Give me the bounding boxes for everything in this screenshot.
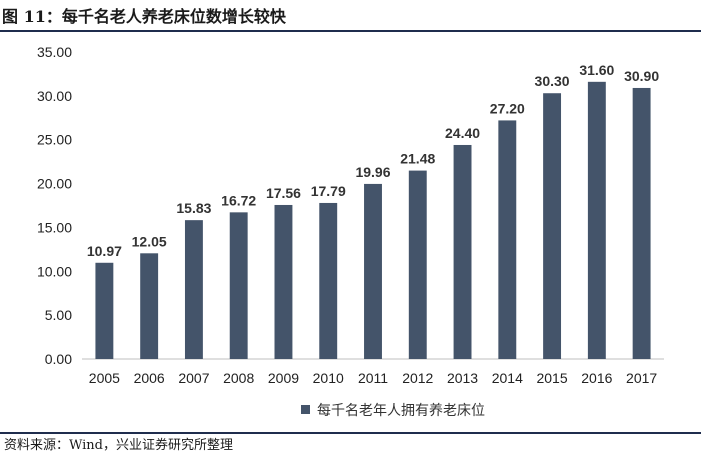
- x-tick-label: 2008: [223, 370, 254, 386]
- bar: [184, 220, 203, 359]
- data-label: 24.40: [445, 125, 480, 141]
- bar: [587, 81, 606, 359]
- bar: [498, 120, 517, 359]
- title-divider: [0, 30, 701, 32]
- data-label: 21.48: [400, 151, 435, 167]
- figure-title: 图 11：每千名老人养老床位数增长较快: [2, 7, 286, 26]
- x-tick-label: 2007: [178, 370, 209, 386]
- bar: [319, 202, 338, 359]
- x-tick-label: 2005: [89, 370, 120, 386]
- x-tick-label: 2010: [313, 370, 344, 386]
- bar: [453, 144, 472, 359]
- x-tick-label: 2016: [581, 370, 612, 386]
- legend-swatch: [301, 405, 310, 414]
- y-tick-label: 30.00: [37, 88, 72, 104]
- bar: [140, 253, 159, 359]
- y-tick-label: 15.00: [37, 219, 72, 235]
- source-note: 资料来源：Wind，兴业证券研究所整理: [4, 438, 233, 453]
- x-tick-label: 2014: [492, 370, 523, 386]
- data-label: 17.79: [311, 183, 346, 199]
- data-label: 30.30: [535, 73, 570, 89]
- data-label: 16.72: [221, 192, 256, 208]
- bar: [274, 204, 293, 359]
- bar-chart: 0.00 5.00 10.00 15.00 20.00 25.00 30.00 35.00 10…: [37, 44, 664, 419]
- data-label: 10.97: [87, 243, 122, 259]
- x-tick-label: 2013: [447, 370, 478, 386]
- y-tick-label: 0.00: [45, 351, 72, 367]
- bar: [364, 183, 382, 359]
- x-tick-label: 2015: [536, 370, 567, 386]
- source-divider: [0, 432, 701, 434]
- data-label: 27.20: [490, 100, 525, 116]
- x-tick-label: 2012: [402, 370, 433, 386]
- legend-label: 每千名老年人拥有养老床位: [317, 403, 485, 419]
- data-label: 19.96: [355, 164, 390, 180]
- x-tick-label: 2009: [268, 370, 299, 386]
- data-label: 12.05: [132, 233, 167, 249]
- bar: [229, 212, 248, 359]
- y-tick-label: 20.00: [37, 176, 72, 192]
- data-label: 31.60: [579, 62, 614, 78]
- bar: [632, 87, 651, 359]
- data-label: 15.83: [176, 200, 211, 216]
- bar: [543, 93, 562, 360]
- bar: [95, 262, 114, 359]
- y-tick-label: 35.00: [37, 44, 72, 60]
- data-label: 17.56: [266, 185, 301, 201]
- data-label: 30.90: [624, 68, 659, 84]
- x-tick-label: 2011: [358, 370, 388, 386]
- y-tick-label: 25.00: [37, 132, 72, 148]
- bar: [408, 170, 427, 359]
- x-tick-label: 2017: [626, 370, 657, 386]
- y-tick-label: 10.00: [37, 263, 72, 279]
- x-tick-label: 2006: [134, 370, 165, 386]
- y-tick-label: 5.00: [45, 307, 72, 323]
